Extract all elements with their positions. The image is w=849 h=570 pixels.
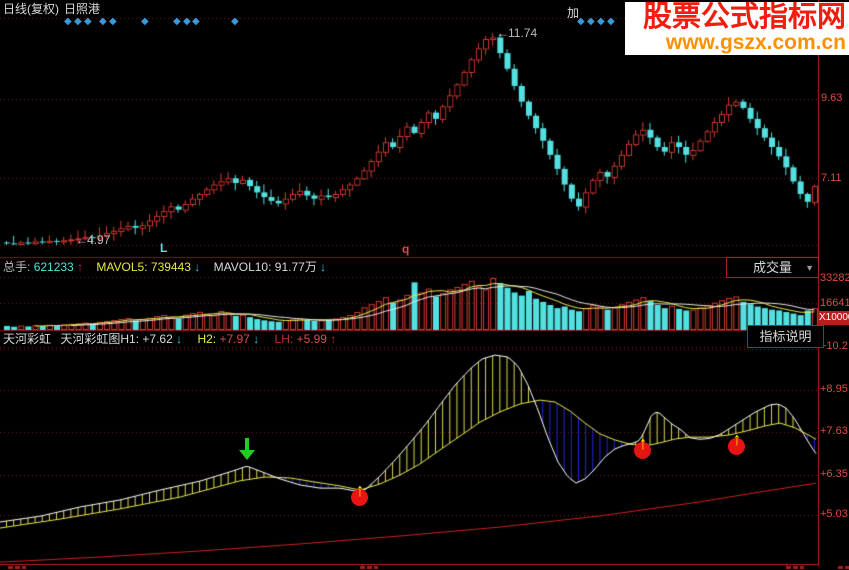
sell-signal-arrow-icon [239, 438, 255, 462]
buy-signal-lantern-icon: ↑ [634, 433, 652, 460]
diamond-marker-icon: ◆ [74, 16, 82, 27]
volume-total-label: 总手: [3, 260, 31, 274]
diamond-marker-icon: ◆ [99, 16, 107, 27]
indicator-h1-value: +7.62 [142, 332, 173, 346]
indicator-h2-value: +7.97 [219, 332, 250, 346]
stock-name-label: 日照港 [64, 2, 101, 16]
indicator-info-button[interactable]: 指标说明 [747, 325, 824, 348]
diamond-marker-icon: ◆ [192, 16, 200, 27]
diamond-marker-icon: ◆ [109, 16, 117, 27]
up-arrow-icon: ↑ [77, 260, 84, 274]
indicator-axis-label: +10.2 [820, 340, 848, 352]
diamond-marker-icon: ◆ [587, 16, 595, 27]
price-axis-label: 9.63 [821, 92, 843, 104]
buy-signal-lantern-icon: ↑ [351, 480, 369, 507]
indicator-axis-label: +8.95 [820, 383, 848, 395]
down-arrow-icon: ↓ [253, 332, 260, 346]
watermark-title: 股票公式指标网 [642, 2, 846, 33]
peak-price-label: 11.74 [508, 26, 538, 40]
watermark: 股票公式指标网 www.gszx.com.cn [625, 2, 849, 55]
mavol10-label: MAVOL10: [213, 260, 272, 274]
peak-arrow-icon: ← [497, 26, 509, 40]
indicator-axis-label: +6.35 [820, 468, 848, 480]
indicator-name: 天河彩虹 [3, 332, 52, 346]
marker-l-label: L [160, 241, 168, 255]
diamond-marker-icon: ◆ [141, 16, 149, 27]
indicator-lh-label: LH: [274, 332, 294, 346]
indicator-axis-label: +5.03 [820, 508, 848, 520]
diamond-marker-icon: ◆ [231, 16, 239, 27]
mavol10-value: 91.77万 [274, 260, 317, 274]
down-arrow-icon: ↓ [194, 260, 201, 274]
low-price-label: 4.97 [87, 233, 111, 247]
diamond-marker-icon: ◆ [577, 16, 585, 27]
diamond-marker-icon: ◆ [597, 16, 605, 27]
chart-period-label: 日线(复权) [3, 2, 59, 16]
up-arrow-icon: ↑ [330, 332, 337, 346]
down-arrow-icon: ↓ [320, 260, 327, 274]
indicator-lh-value: +5.99 [296, 332, 327, 346]
marker-q-label: q [402, 242, 410, 256]
indicator-h2-label: H2: [197, 332, 217, 346]
down-arrow-icon: ↓ [176, 332, 183, 346]
indicator-axis-label: +7.63 [820, 425, 848, 437]
volume-total-value: 621233 [33, 260, 74, 274]
diamond-marker-icon: ◆ [183, 16, 191, 27]
chevron-down-icon: ▼ [805, 263, 814, 273]
diamond-marker-icon: ◆ [64, 16, 72, 27]
add-favorite-button[interactable]: 加 [567, 6, 580, 20]
volume-unit-badge: X10000 [819, 311, 849, 325]
diamond-marker-icon: ◆ [607, 16, 615, 27]
diamond-marker-icon: ◆ [84, 16, 92, 27]
price-axis-label: 7.11 [821, 172, 842, 184]
watermark-url: www.gszx.com.cn [665, 31, 846, 54]
volume-header: 总手: 621233 ↑ MAVOL5: 739443 ↓ MAVOL10: 9… [3, 260, 326, 274]
diamond-marker-icon: ◆ [173, 16, 181, 27]
indicator-header: 天河彩虹 天河彩虹图H1: +7.62 ↓ H2: +7.97 ↓ LH: +5… [3, 332, 336, 346]
volume-axis-label: 16641 [820, 297, 849, 309]
mavol5-label: MAVOL5: [96, 260, 148, 274]
volume-axis-label: 33282 [820, 272, 849, 284]
buy-signal-lantern-icon: ↑ [728, 429, 746, 456]
volume-type-dropdown[interactable]: 成交量 ▼ [726, 257, 819, 278]
volume-type-label: 成交量 [752, 260, 792, 275]
mavol5-value: 739443 [150, 260, 191, 274]
indicator-h1-label: 天河彩虹图H1: [60, 332, 140, 346]
low-arrow-icon: ← [76, 233, 88, 247]
